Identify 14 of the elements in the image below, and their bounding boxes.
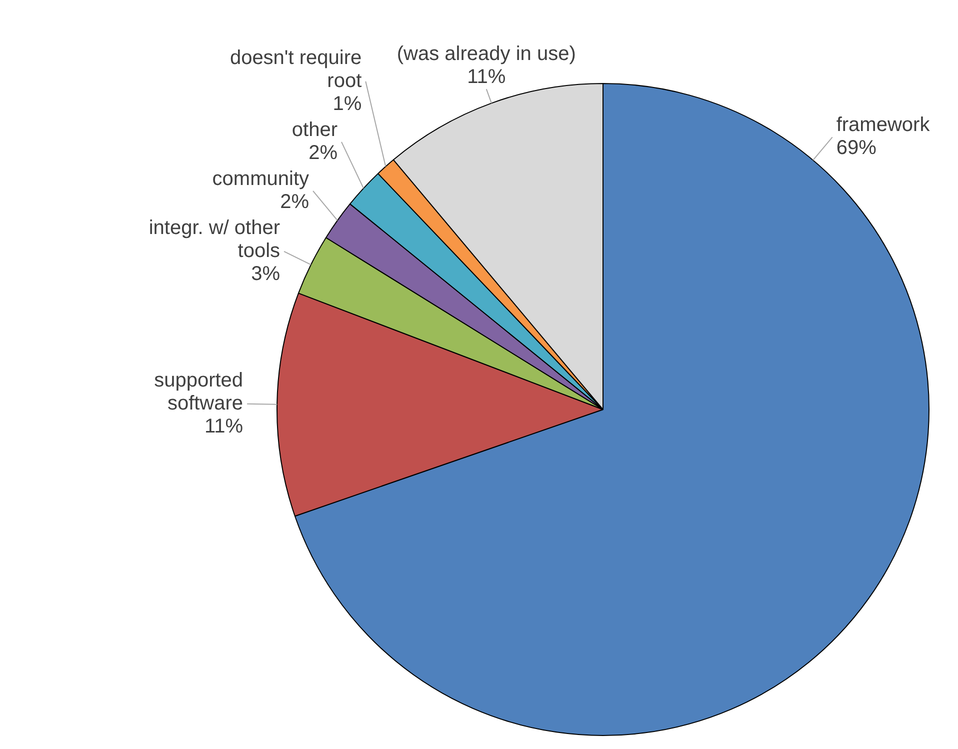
slice-label: (was already in use) (396, 43, 576, 66)
data-label: 1% (332, 92, 362, 115)
data-label: 11% (204, 415, 244, 438)
data-label: 11% (467, 66, 506, 88)
slice-label: supported software (154, 369, 244, 414)
slice-label: other (292, 118, 338, 141)
slice-label: community (212, 168, 310, 190)
slice-label: integr. w/ other tools (148, 216, 280, 262)
data-label: 3% (251, 262, 280, 285)
slice-label: framework (836, 114, 931, 136)
slice-label: doesn't require root (230, 46, 362, 92)
data-label: 2% (280, 190, 310, 213)
data-label: 69% (836, 137, 877, 160)
data-label: 2% (308, 142, 338, 164)
